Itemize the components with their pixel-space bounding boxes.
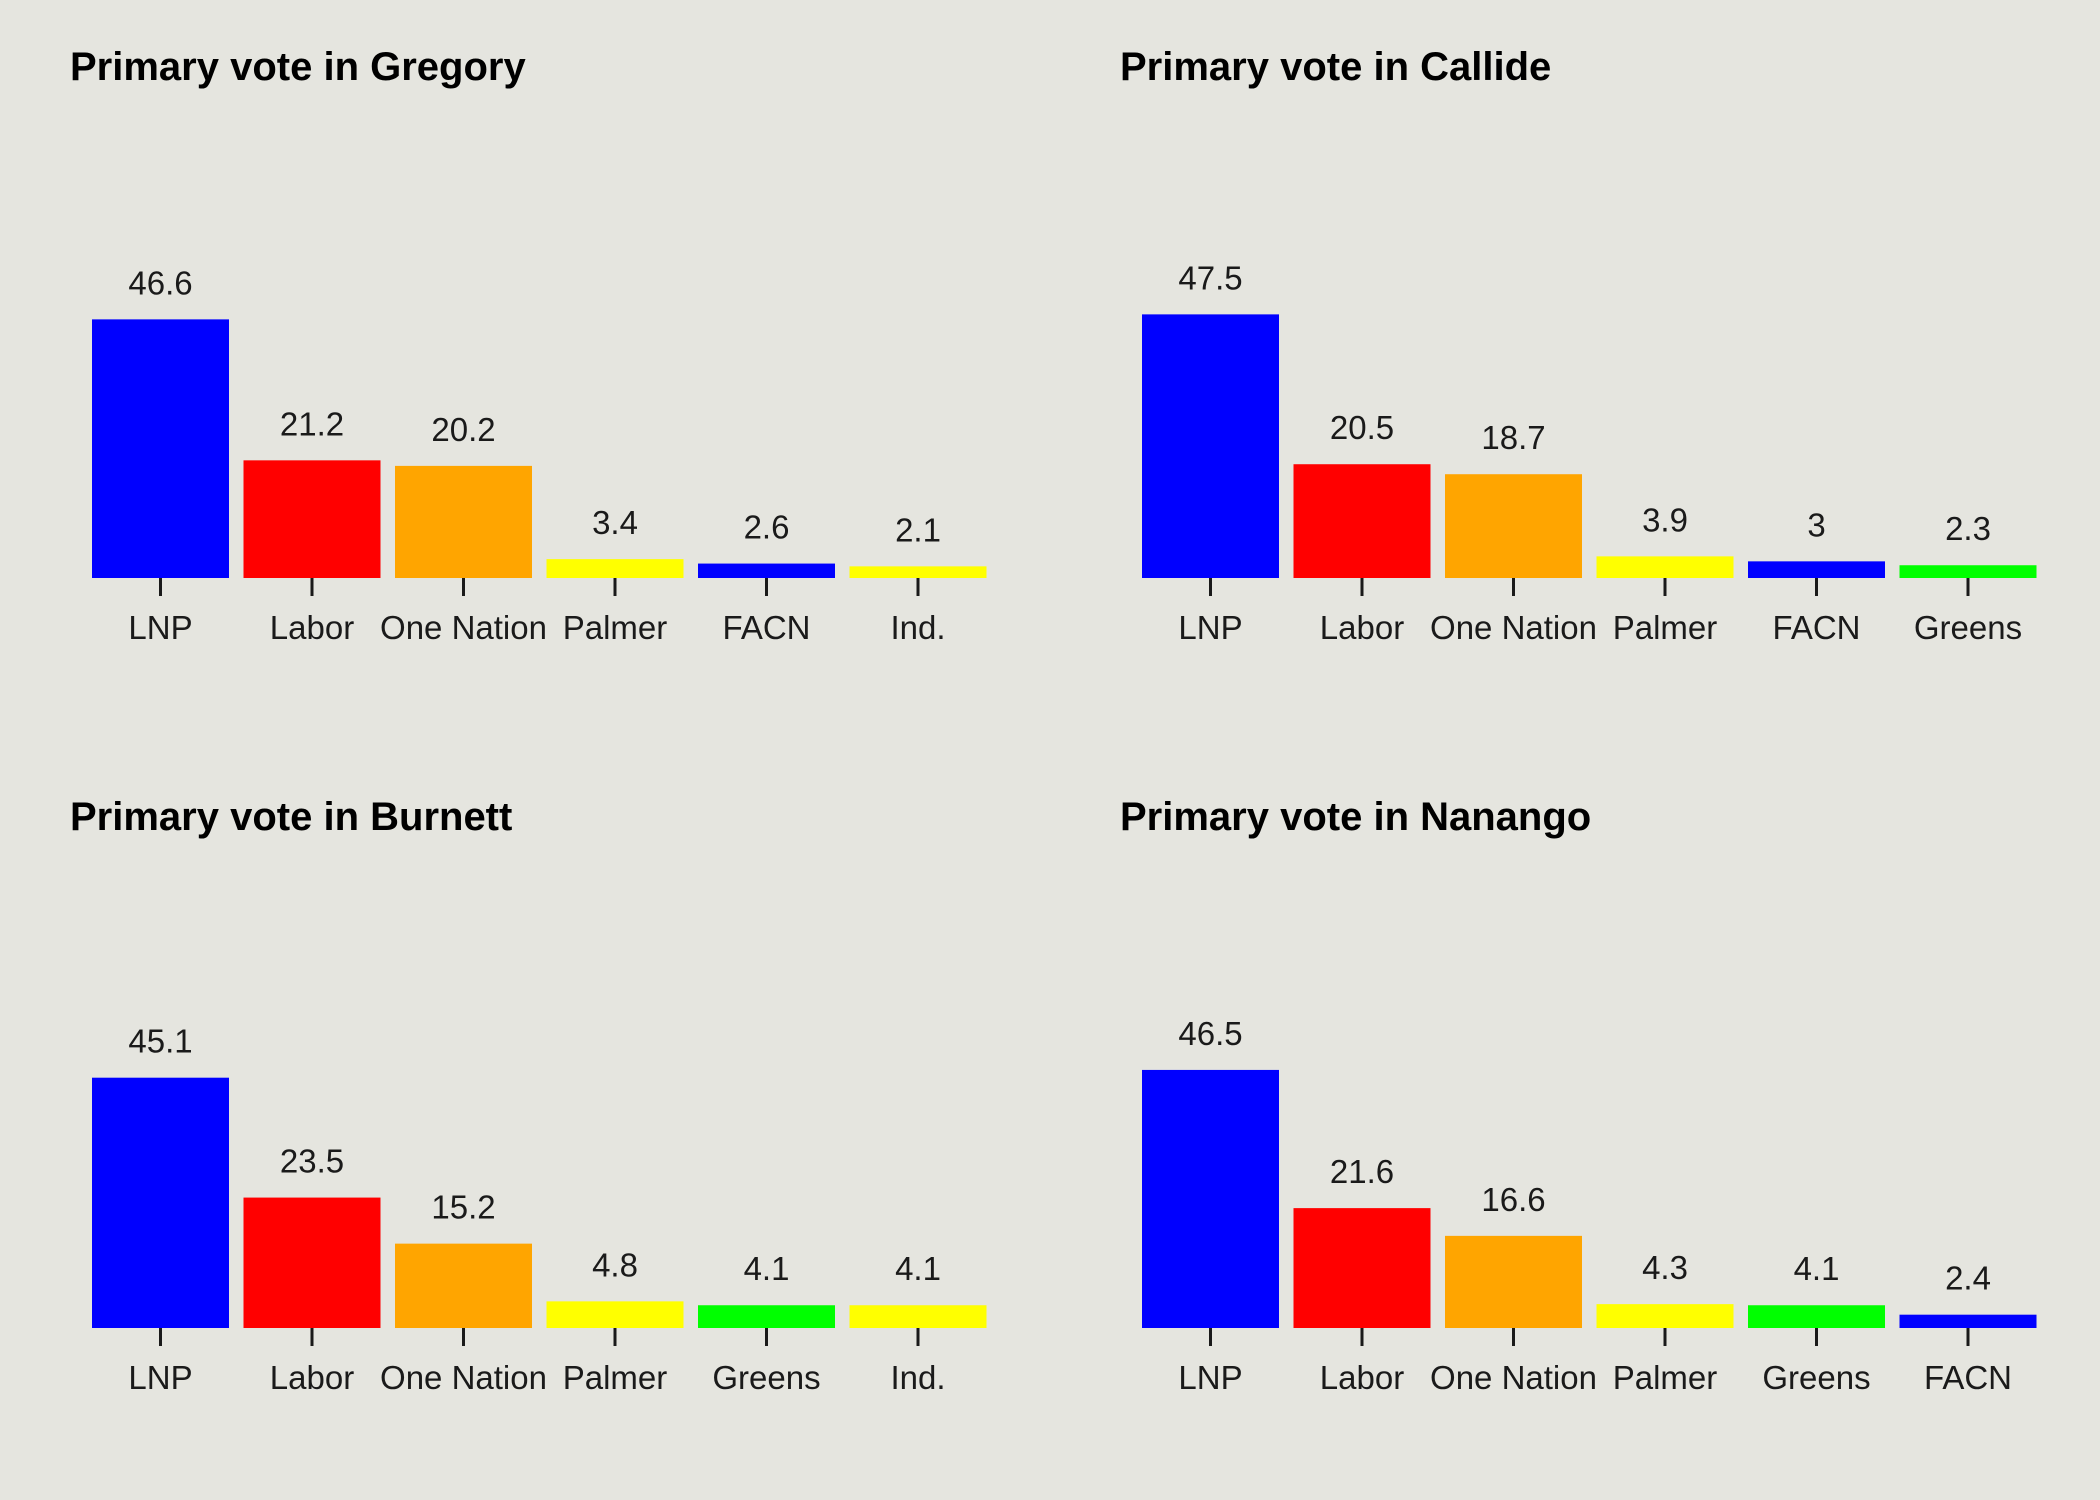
bar-facn — [698, 563, 835, 578]
bar-value-label: 16.6 — [1481, 1181, 1545, 1218]
x-tick-label: Palmer — [563, 609, 668, 646]
bar-lnp — [92, 319, 229, 578]
x-tick-label: Labor — [270, 1359, 354, 1396]
bar-palmer — [1596, 1304, 1734, 1328]
x-tick-label: FACN — [722, 609, 810, 646]
x-tick-label: One Nation — [380, 609, 547, 646]
bar-value-label: 2.1 — [895, 511, 941, 548]
bar-value-label: 20.2 — [431, 411, 495, 448]
x-tick-label: One Nation — [380, 1359, 547, 1396]
x-tick-label: Ind. — [890, 609, 945, 646]
x-tick-label: FACN — [1924, 1359, 2012, 1396]
bar-palmer — [1596, 556, 1734, 578]
bar-value-label: 3.4 — [592, 504, 638, 541]
bar-one-nation — [395, 465, 532, 578]
x-tick-label: One Nation — [1430, 1359, 1597, 1396]
x-tick-label: Palmer — [1613, 1359, 1718, 1396]
bar-value-label: 4.8 — [592, 1246, 638, 1283]
x-tick-label: FACN — [1772, 609, 1860, 646]
bar-labor — [1293, 1208, 1431, 1328]
chart-panel-3: Primary vote in Burnett 45.1 LNP 23.5 Labor 1… — [70, 795, 987, 1396]
bar-greens — [1899, 565, 2037, 578]
x-tick-label: Palmer — [563, 1359, 668, 1396]
bar-value-label: 23.5 — [280, 1143, 344, 1180]
bar-value-label: 21.6 — [1330, 1153, 1394, 1190]
bar-value-label: 20.5 — [1330, 409, 1394, 446]
bar-value-label: 21.2 — [280, 405, 344, 442]
x-tick-label: LNP — [128, 1359, 192, 1396]
bar-value-label: 18.7 — [1481, 419, 1545, 456]
chart-panel-2: Primary vote in Callide 47.5 LNP 20.5 Labor 1… — [1120, 45, 2037, 646]
x-tick-label: Greens — [712, 1359, 820, 1396]
bar-greens — [698, 1305, 835, 1328]
bar-value-label: 45.1 — [128, 1023, 192, 1060]
bar-value-label: 46.5 — [1178, 1015, 1242, 1052]
x-tick-label: Palmer — [1613, 609, 1718, 646]
bar-labor — [243, 1197, 381, 1328]
x-tick-label: Greens — [1914, 609, 2022, 646]
bar-ind- — [849, 1305, 987, 1328]
x-tick-label: One Nation — [1430, 609, 1597, 646]
bar-lnp — [92, 1077, 229, 1328]
bar-value-label: 46.6 — [128, 264, 192, 301]
x-tick-label: Labor — [270, 609, 354, 646]
bar-palmer — [546, 559, 684, 578]
chart-panel-1: Primary vote in Gregory 46.6 LNP 21.2 Labor 2… — [70, 45, 987, 646]
bar-ind- — [849, 566, 987, 578]
chart-title: Primary vote in Nanango — [1120, 795, 1591, 839]
x-tick-label: LNP — [1178, 609, 1242, 646]
chart-title: Primary vote in Burnett — [70, 795, 512, 839]
bar-value-label: 15.2 — [431, 1189, 495, 1226]
bar-one-nation — [1445, 474, 1582, 578]
bar-value-label: 2.4 — [1945, 1260, 1991, 1297]
bar-value-label: 2.6 — [744, 509, 790, 546]
bar-lnp — [1142, 314, 1279, 578]
bar-labor — [1293, 464, 1431, 578]
bar-value-label: 4.1 — [1794, 1250, 1840, 1287]
x-tick-label: LNP — [128, 609, 192, 646]
bar-value-label: 2.3 — [1945, 510, 1991, 547]
bar-labor — [243, 460, 381, 578]
bar-value-label: 4.1 — [895, 1250, 941, 1287]
bar-facn — [1899, 1314, 2037, 1328]
x-tick-label: Labor — [1320, 609, 1404, 646]
bar-palmer — [546, 1301, 684, 1328]
chart-title: Primary vote in Callide — [1120, 45, 1551, 89]
chart-title: Primary vote in Gregory — [70, 45, 526, 89]
bar-value-label: 3 — [1807, 506, 1825, 543]
bar-value-label: 3.9 — [1642, 501, 1688, 538]
x-tick-label: Ind. — [890, 1359, 945, 1396]
x-tick-label: Greens — [1762, 1359, 1870, 1396]
bar-value-label: 4.3 — [1642, 1249, 1688, 1286]
bar-one-nation — [395, 1243, 532, 1328]
bar-facn — [1748, 561, 1885, 578]
bar-lnp — [1142, 1069, 1279, 1328]
x-tick-label: Labor — [1320, 1359, 1404, 1396]
chart-panel-4: Primary vote in Nanango 46.5 LNP 21.6 Labor 1… — [1120, 795, 2037, 1396]
bar-one-nation — [1445, 1235, 1582, 1328]
bar-value-label: 47.5 — [1178, 259, 1242, 296]
bar-greens — [1748, 1305, 1885, 1328]
x-tick-label: LNP — [1178, 1359, 1242, 1396]
bar-value-label: 4.1 — [744, 1250, 790, 1287]
